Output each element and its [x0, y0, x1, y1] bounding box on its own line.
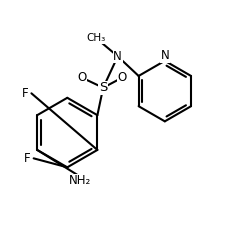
Text: CH₃: CH₃ — [87, 33, 106, 43]
Text: O: O — [77, 71, 86, 84]
Text: N: N — [161, 49, 169, 62]
Text: F: F — [21, 87, 28, 100]
Text: NH₂: NH₂ — [69, 174, 91, 187]
Text: S: S — [99, 81, 107, 94]
Text: F: F — [24, 152, 30, 165]
Text: N: N — [113, 50, 122, 63]
Text: O: O — [118, 71, 127, 84]
